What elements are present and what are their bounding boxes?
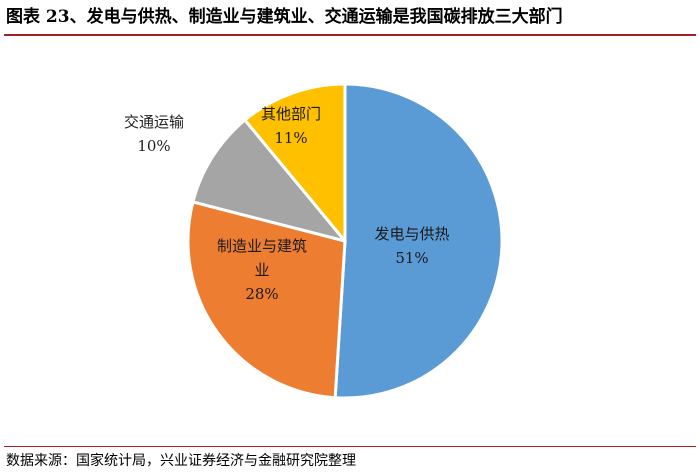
pie-slice-3 (243, 82, 347, 243)
pie-slice-0 (333, 82, 504, 400)
pie-labels: 发电与供热 51% 制造业与建筑业 28% 交通运输 10% 其他部门 11% (124, 105, 450, 303)
figure-title: 图表 23、发电与供热、制造业与建筑业、交通运输是我国碳排放三大部门 (6, 7, 563, 27)
pie-slice-2 (191, 118, 347, 243)
slice-label-1: 制造业与建筑业 28% (217, 237, 307, 303)
title-divider (4, 34, 696, 36)
source-note: 数据来源：国家统计局，兴业证券经济与金融研究院整理 (6, 453, 356, 469)
pie-slice-1 (186, 200, 347, 400)
slice-label-2: 交通运输 10% (124, 113, 184, 155)
pie-slices (186, 82, 504, 400)
slice-label-0: 发电与供热 51% (374, 225, 449, 267)
footer-divider (4, 446, 696, 447)
slice-label-3: 其他部门 11% (261, 105, 321, 147)
